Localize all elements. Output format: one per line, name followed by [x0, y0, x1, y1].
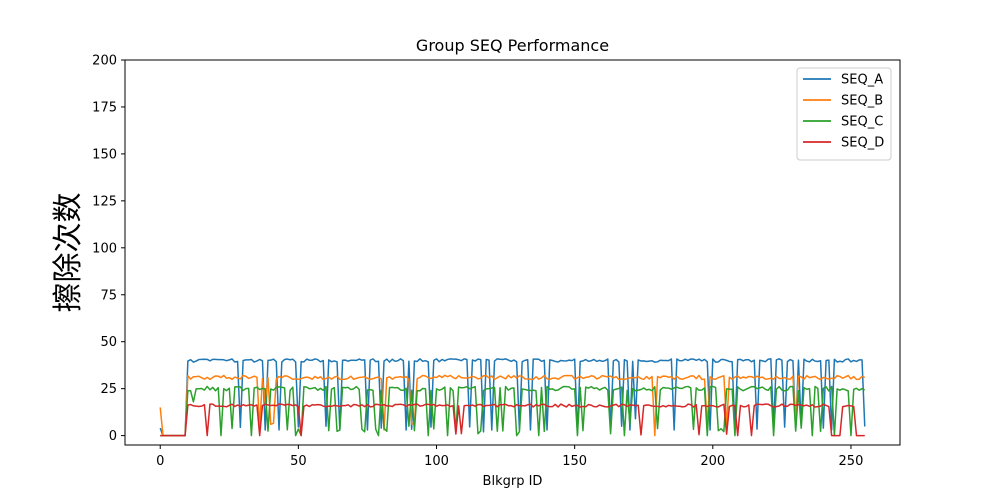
series-line-seq-b — [159, 374, 866, 437]
y-axis-label: 擦除次数 — [51, 193, 86, 313]
chart-title: Group SEQ Performance — [416, 36, 609, 55]
x-tick-label: 150 — [562, 454, 587, 469]
y-tick-label: 125 — [92, 194, 117, 209]
legend-label: SEQ_A — [841, 73, 883, 88]
series-line-seq-a — [159, 358, 866, 437]
y-tick-label: 25 — [100, 382, 117, 397]
x-axis: 0 50 100 150 200 250 — [156, 445, 863, 469]
x-tick-label: 0 — [156, 454, 164, 469]
x-tick-label: 250 — [839, 454, 864, 469]
x-tick-label: 200 — [700, 454, 725, 469]
plot-frame — [124, 59, 901, 446]
plot-area — [125, 60, 900, 445]
legend-box — [796, 67, 892, 161]
x-tick-label: 100 — [424, 454, 449, 469]
y-axis: 0 25 50 75 100 125 150 175 200 — [92, 54, 125, 444]
legend: SEQ_A SEQ_B SEQ_C SEQ_D — [796, 67, 892, 161]
series-line-seq-c — [160, 385, 866, 437]
x-tick-label: 50 — [290, 454, 307, 469]
y-tick-label: 100 — [92, 241, 117, 256]
y-tick-label: 175 — [92, 100, 117, 115]
y-tick-label: 75 — [100, 288, 117, 303]
series-line-seq-d — [160, 403, 865, 437]
y-tick-label: 0 — [109, 429, 117, 444]
x-axis-label: Blkgrp ID — [483, 474, 543, 489]
legend-label: SEQ_B — [841, 94, 883, 109]
y-tick-label: 50 — [100, 335, 117, 350]
y-tick-label: 200 — [92, 54, 117, 69]
legend-label: SEQ_C — [841, 115, 883, 130]
legend-label: SEQ_D — [841, 136, 884, 151]
series-layer — [159, 358, 866, 437]
y-tick-label: 150 — [92, 147, 117, 162]
